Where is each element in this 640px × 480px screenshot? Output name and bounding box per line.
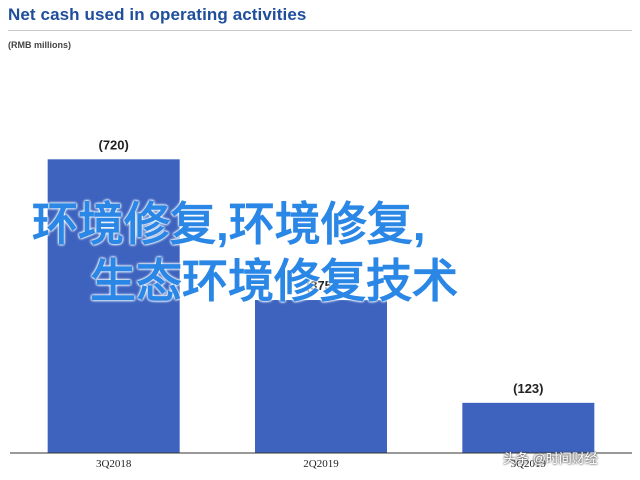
x-tick-label-3Q2019: 3Q2019	[511, 458, 547, 470]
chart-title: Net cash used in operating activities	[8, 5, 307, 24]
bar-3Q2019	[462, 402, 595, 453]
x-tick-label-3Q2018: 3Q2018	[96, 458, 132, 470]
bar-2Q2019	[255, 300, 387, 453]
title-divider	[8, 30, 632, 31]
chart-subtitle: (RMB millions)	[8, 40, 71, 50]
x-tick-label-2Q2019: 2Q2019	[303, 458, 339, 470]
data-label-3Q2019: (123)	[513, 381, 543, 396]
watermark: 头条 @时间财经	[503, 451, 598, 466]
data-label-3Q2018: (720)	[98, 137, 128, 152]
data-label-2Q2019: (375)	[306, 278, 336, 293]
bar-3Q2018	[47, 159, 180, 453]
